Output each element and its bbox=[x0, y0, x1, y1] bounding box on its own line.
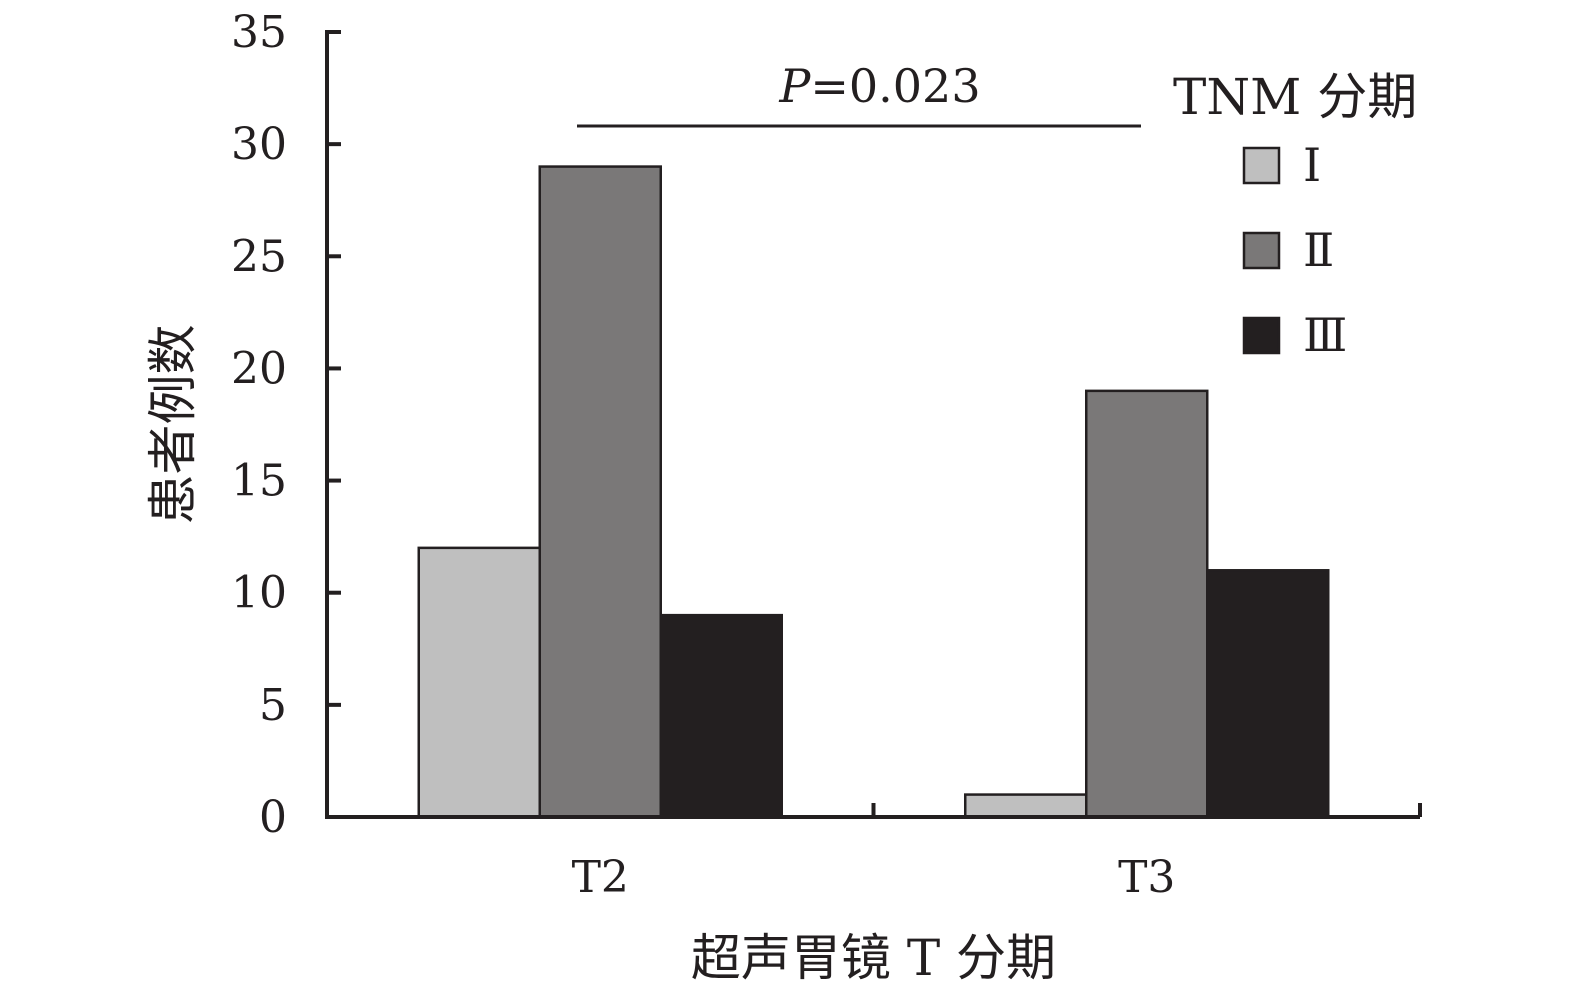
y-tick-label: 10 bbox=[231, 568, 287, 619]
y-tick-label: 5 bbox=[259, 680, 287, 731]
y-tick-label: 0 bbox=[259, 792, 287, 843]
p-value-label: P=0.023 bbox=[778, 59, 980, 113]
p-value-text: =0.023 bbox=[810, 59, 980, 113]
y-tick-label: 25 bbox=[231, 231, 287, 282]
y-tick-label: 35 bbox=[231, 7, 287, 58]
bar-t2-series-2 bbox=[538, 165, 662, 819]
legend-swatch-3 bbox=[1242, 316, 1281, 355]
x-tick-label: T3 bbox=[1118, 852, 1175, 903]
legend-label-3: Ⅲ bbox=[1303, 308, 1347, 362]
bars-layer bbox=[417, 165, 1330, 819]
y-tick-label: 15 bbox=[231, 456, 287, 507]
x-tick-label: T2 bbox=[572, 852, 629, 903]
legend: TNM 分期 Ⅰ Ⅱ Ⅲ bbox=[1173, 68, 1417, 362]
y-ticks: 0 5 10 15 20 25 30 35 bbox=[231, 7, 341, 843]
bar-t3-series-1 bbox=[964, 793, 1088, 819]
legend-label-1: Ⅰ bbox=[1303, 138, 1321, 192]
y-tick-label: 30 bbox=[231, 119, 287, 170]
bar-t2-series-1 bbox=[417, 546, 541, 819]
bar-t3-series-3 bbox=[1206, 569, 1330, 819]
x-ticks: T2 T3 bbox=[572, 803, 1422, 903]
x-axis-title: 超声胃镜 T 分期 bbox=[691, 929, 1056, 987]
bar-t2-series-3 bbox=[659, 613, 783, 819]
p-value-prefix: P bbox=[778, 59, 811, 113]
legend-swatch-1 bbox=[1242, 146, 1281, 185]
y-axis-title: 患者例数 bbox=[144, 325, 202, 525]
y-tick-label: 20 bbox=[231, 343, 287, 394]
legend-label-2: Ⅱ bbox=[1303, 223, 1334, 277]
legend-swatch-2 bbox=[1242, 231, 1281, 270]
bar-t3-series-2 bbox=[1085, 389, 1209, 819]
legend-title: TNM 分期 bbox=[1173, 68, 1417, 126]
significance-annotation: P=0.023 bbox=[577, 59, 1141, 128]
